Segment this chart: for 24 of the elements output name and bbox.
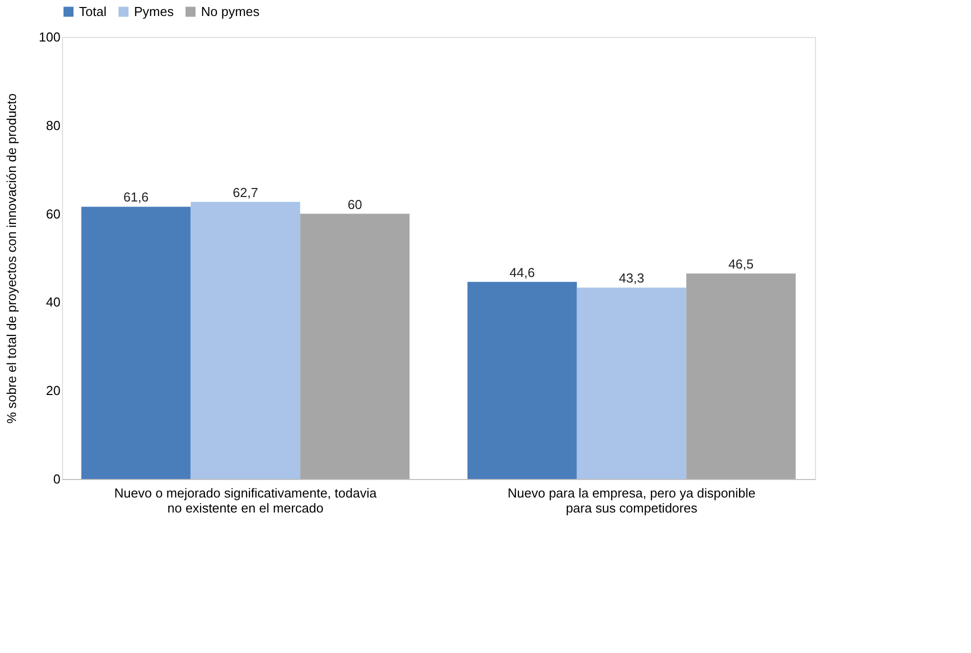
text: 62,7 [232, 184, 258, 200]
y-tick-label: 40 [46, 294, 60, 310]
legend-label: Total [79, 4, 107, 19]
legend-label: Pymes [134, 4, 174, 19]
y-tick-label: 20 [46, 383, 60, 398]
bar [686, 273, 796, 479]
legend-label: No pymes [201, 4, 260, 19]
y-axis-title: % sobre el total de proyectos con innovación de producto [4, 93, 19, 424]
y-tick-label: 80 [46, 118, 60, 133]
text: 44,6 [510, 264, 535, 280]
text: 60 [348, 196, 362, 212]
text: 43,3 [618, 270, 644, 286]
x-tick-label: Nuevo para la empresa, pero ya disponible para sus competidores [508, 486, 756, 516]
bar [190, 202, 300, 479]
bar [576, 288, 686, 479]
bar [467, 282, 577, 479]
y-tick-label: 100 [38, 30, 60, 44]
bar [300, 214, 410, 479]
y-tick-label: 60 [46, 206, 60, 222]
x-tick-label: Nuevo o mejorado significativamente, todavia no existente en el mercado [114, 486, 378, 516]
text: 61,6 [123, 190, 149, 205]
bar [81, 206, 191, 479]
text: 46,5 [728, 256, 754, 272]
y-tick-label: 0 [53, 472, 60, 486]
